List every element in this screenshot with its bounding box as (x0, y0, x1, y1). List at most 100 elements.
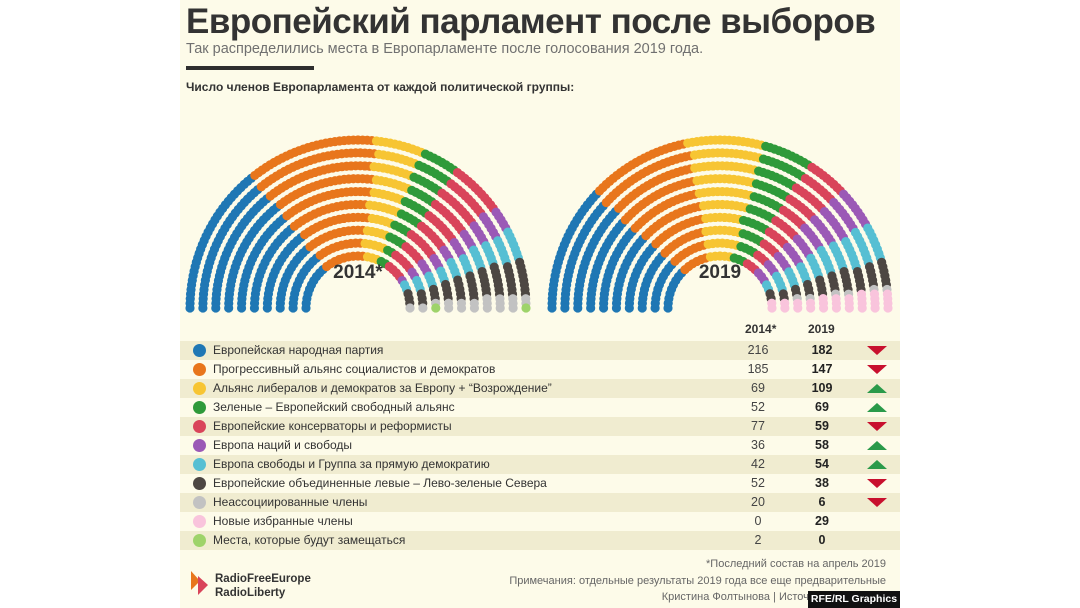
group-name: Зеленые – Европейский свободный альянс (213, 400, 455, 414)
legend-dot-icon (193, 439, 206, 452)
table-row: Европа наций и свободы 36 58 (180, 436, 900, 455)
seat-2019-group-9 (844, 303, 854, 313)
legend-dot-icon (193, 344, 206, 357)
group-name: Неассоциированные члены (213, 495, 368, 509)
value-2014: 0 (754, 514, 762, 528)
seat-2014-group-8 (444, 303, 454, 313)
graphics-badge: RFE/RL Graphics (808, 591, 900, 608)
logo-line-2: RadioLiberty (215, 587, 286, 599)
trend-up-icon (867, 441, 887, 450)
legend-dot-icon (193, 382, 206, 395)
value-2014: 185 (747, 362, 769, 376)
trend-down-icon (867, 422, 887, 431)
seat-2014-group-8 (482, 303, 492, 313)
trend-up-icon (867, 460, 887, 469)
value-2019: 6 (818, 495, 826, 509)
value-2014: 216 (747, 343, 769, 357)
group-name: Места, которые будут замещаться (213, 533, 406, 547)
group-name: Альянс либералов и демократов за Европу … (213, 381, 552, 395)
value-2014: 42 (751, 457, 765, 471)
value-2019: 29 (815, 514, 829, 528)
table-row: Новые избранные члены 0 29 (180, 512, 900, 531)
value-2014: 36 (751, 438, 765, 452)
value-2019: 0 (818, 533, 826, 547)
column-header-1: 2019 (808, 322, 835, 336)
value-2014: 77 (751, 419, 765, 433)
legend-dot-icon (193, 496, 206, 509)
title-rule (186, 66, 314, 70)
group-name: Новые избранные члены (213, 514, 353, 528)
seat-2014-group-8 (456, 303, 467, 313)
value-2014: 52 (751, 400, 765, 414)
value-2019: 59 (815, 419, 829, 433)
value-2019: 109 (811, 381, 833, 395)
table-row: Европейские консерваторы и реформисты 77 5… (180, 417, 900, 436)
seat-2019-group-9 (857, 303, 867, 313)
value-2014: 52 (751, 476, 765, 490)
trend-down-icon (867, 346, 887, 355)
notes: Примечания: отдельные результаты 2019 го… (509, 575, 886, 587)
table-row: Зеленые – Европейский свободный альянс 52… (180, 398, 900, 417)
legend-dot-icon (193, 477, 206, 490)
trend-up-icon (867, 384, 887, 393)
value-2019: 182 (811, 343, 833, 357)
chart-label: Число членов Европарламента от каждой по… (186, 80, 575, 94)
group-name: Европа наций и свободы (213, 438, 353, 452)
table-row: Альянс либералов и демократов за Европу … (180, 379, 900, 398)
value-2019: 54 (815, 457, 829, 471)
seat-2014-group-8 (418, 303, 428, 313)
seat-2019-group-9 (818, 303, 829, 313)
legend-dot-icon (193, 420, 206, 433)
trend-down-icon (867, 479, 887, 488)
group-name: Европейская народная партия (213, 343, 384, 357)
seat-2019-group-9 (780, 303, 790, 313)
trend-down-icon (867, 365, 887, 374)
legend-dot-icon (193, 534, 206, 547)
column-header-0: 2014* (745, 322, 777, 336)
value-2019: 38 (815, 476, 829, 490)
seat-2019-group-9 (806, 303, 816, 313)
table-row: Неассоциированные члены 20 6 (180, 493, 900, 512)
seat-2019-group-9 (767, 303, 777, 313)
value-2019: 147 (811, 362, 833, 376)
value-2019: 58 (815, 438, 829, 452)
group-name: Европейские объединенные левые – Лево-зе… (213, 476, 547, 490)
hemicycle-year-label: 2019 (699, 262, 741, 283)
value-2014: 2 (754, 533, 762, 547)
seat-2014-group-8 (405, 303, 415, 313)
table-row: Места, которые будут замещаться 2 0 (180, 531, 900, 550)
group-name: Европа свободы и Группа за прямую демокр… (213, 457, 490, 471)
seat-2014-group-8 (469, 303, 480, 313)
group-name: Европейские консерваторы и реформисты (213, 419, 452, 433)
value-2019: 69 (815, 400, 829, 414)
logo-icon (191, 571, 208, 595)
table-row: Прогрессивный альянс социалистов и демок… (180, 360, 900, 379)
legend-dot-icon (193, 515, 206, 528)
legend-dot-icon (193, 401, 206, 414)
table-row: Европейская народная партия 216 182 (180, 341, 900, 360)
seat-2019-group-9 (793, 303, 803, 313)
hemicycles-chart: 2014* 2019 (185, 135, 893, 313)
table-row: Европа свободы и Группа за прямую демокр… (180, 455, 900, 474)
value-2014: 69 (751, 381, 765, 395)
footnote: *Последний состав на апрель 2019 (706, 558, 886, 570)
trend-down-icon (867, 498, 887, 507)
legend-dot-icon (193, 363, 206, 376)
logo-line-1: RadioFreeEurope (215, 573, 311, 585)
seat-2019-group-9 (883, 303, 893, 313)
legend-dot-icon (193, 458, 206, 471)
table-row: Европейские объединенные левые – Лево-зе… (180, 474, 900, 493)
page-title: Европейский парламент после выборов (186, 2, 876, 41)
hemicycle-year-label: 2014* (333, 262, 383, 283)
seat-2014-group-10 (521, 303, 531, 313)
seat-2019-group-9 (831, 303, 842, 313)
infographic-card: Европейский парламент после выборов Так … (180, 0, 900, 608)
seat-2014-group-8 (508, 303, 518, 313)
value-2014: 20 (751, 495, 765, 509)
parliament-table: Европейская народная партия 216 182 Прогрес… (180, 341, 900, 550)
seat-2019-group-9 (870, 303, 880, 313)
subtitle: Так распределились места в Европарламент… (186, 41, 704, 57)
seat-2014-group-8 (495, 303, 505, 313)
group-name: Прогрессивный альянс социалистов и демок… (213, 362, 496, 376)
seat-2014-group-10 (431, 303, 441, 313)
